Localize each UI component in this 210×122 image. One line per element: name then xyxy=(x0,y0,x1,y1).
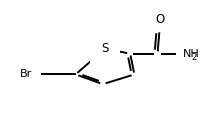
Text: O: O xyxy=(155,13,164,26)
Text: Br: Br xyxy=(20,69,33,79)
Text: NH: NH xyxy=(183,49,199,59)
Text: S: S xyxy=(101,42,109,55)
Text: 2: 2 xyxy=(192,53,197,62)
